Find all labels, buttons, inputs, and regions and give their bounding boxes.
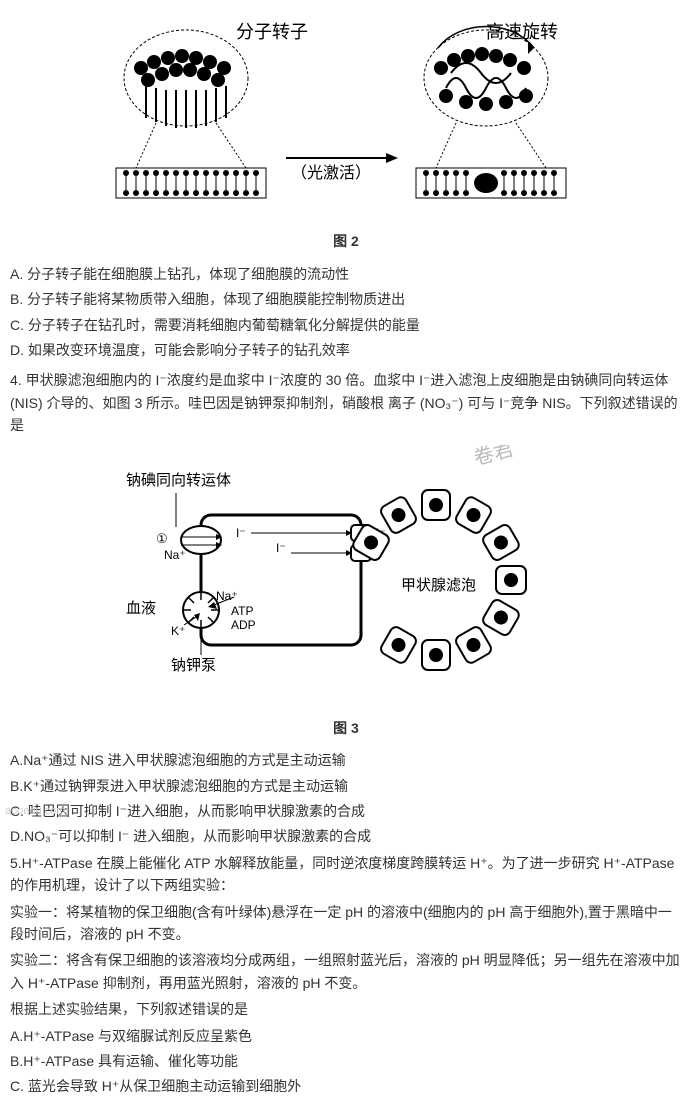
figure-3-caption: 图 3 [10,717,682,739]
svg-text:高速旋转: 高速旋转 [486,22,558,42]
figure-2: 分子转子 （光激活） [10,18,682,253]
site-watermark: aooedu.com [5,803,66,821]
q4-option-a: A.Na⁺通过 NIS 进入甲状腺滤泡细胞的方式是主动运输 [10,749,682,771]
q5-option-a: A.H⁺-ATPase 与双缩脲试剂反应呈紫色 [10,1025,682,1047]
figure-2-caption: 图 2 [10,230,682,252]
svg-text:分子转子: 分子转子 [236,22,308,42]
q3-option-b: B. 分子转子能将某物质带入细胞，体现了细胞膜能控制物质进出 [10,288,682,310]
svg-text:K⁺: K⁺ [171,624,185,638]
svg-text:钠钾泵: 钠钾泵 [171,657,216,674]
q5-conclusion: 根据上述实验结果，下列叙述错误的是 [10,998,682,1020]
svg-text:（光激活）: （光激活） [291,164,371,182]
svg-text:①: ① [156,531,168,546]
svg-text:Na⁺: Na⁺ [216,589,238,603]
svg-text:ADP: ADP [231,618,256,632]
q5-option-c: C. 蓝光会导致 H⁺从保卫细胞主动运输到细胞外 [10,1075,682,1097]
q3-option-c: C. 分子转子在钻孔时，需要消耗细胞内葡萄糖氧化分解提供的能量 [10,314,682,336]
q4-stem: 4. 甲状腺滤泡细胞内的 I⁻浓度约是血浆中 I⁻浓度的 30 倍。血浆中 I⁻… [10,369,682,436]
figure-3-svg: 卷君 钠碘同向转运体 ① Na⁺ I⁻ I⁻ I⁻ Na⁺ K⁺ [116,445,576,705]
q5-option-b: B.H⁺-ATPase 具有运输、催化等功能 [10,1050,682,1072]
svg-text:卷君: 卷君 [471,445,516,470]
q5-exp2: 实验二：将含有保卫细胞的该溶液均分成两组，一组照射蓝光后，溶液的 pH 明显降低… [10,949,682,994]
svg-text:Na⁺: Na⁺ [164,548,186,562]
q4-option-b: B.K⁺通过钠钾泵进入甲状腺滤泡细胞的方式是主动运输 [10,775,682,797]
svg-text:钠碘同向转运体: 钠碘同向转运体 [126,472,231,489]
svg-text:I⁻: I⁻ [276,541,286,555]
svg-text:ATP: ATP [231,604,253,618]
figure-3: 卷君 钠碘同向转运体 ① Na⁺ I⁻ I⁻ I⁻ Na⁺ K⁺ [10,445,682,740]
svg-text:甲状腺滤泡: 甲状腺滤泡 [401,577,476,594]
q4-option-d: D.NO₃⁻可以抑制 I⁻ 进入细胞，从而影响甲状腺激素的合成 [10,825,682,847]
q5-exp1: 实验一：将某植物的保卫细胞(含有叶绿体)悬浮在一定 pH 的溶液中(细胞内的 p… [10,901,682,946]
svg-text:血液: 血液 [126,600,156,617]
q5-stem: 5.H⁺-ATPase 在膜上能催化 ATP 水解释放能量，同时逆浓度梯度跨膜转… [10,852,682,897]
figure-2-svg: 分子转子 （光激活） [86,18,606,218]
q3-option-a: A. 分子转子能在细胞膜上钻孔，体现了细胞膜的流动性 [10,263,682,285]
q3-option-d: D. 如果改变环境温度，可能会影响分子转子的钻孔效率 [10,339,682,361]
svg-text:I⁻: I⁻ [236,526,246,540]
